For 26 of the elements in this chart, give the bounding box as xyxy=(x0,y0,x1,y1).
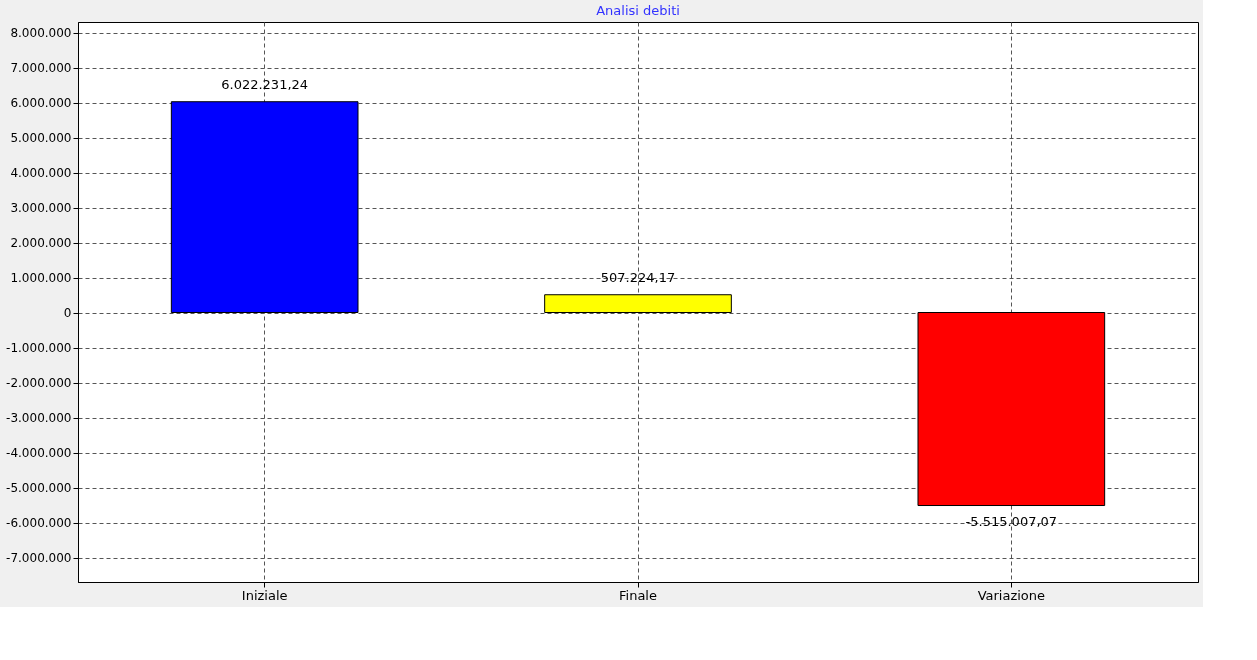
data-label: 507.224,17 xyxy=(600,269,676,285)
y-tick-label: 1.000.000 xyxy=(10,271,72,285)
bar xyxy=(544,294,732,313)
y-tick-label: -1.000.000 xyxy=(6,341,72,355)
y-tick-label: 2.000.000 xyxy=(10,236,72,250)
y-tick-label: -2.000.000 xyxy=(6,376,72,390)
x-tick-label: Variazione xyxy=(977,587,1046,603)
x-tick-label: Iniziale xyxy=(241,587,288,603)
y-tick-label: 5.000.000 xyxy=(10,131,72,145)
y-tick-label: -7.000.000 xyxy=(6,551,72,565)
y-tick-label: 3.000.000 xyxy=(10,201,72,215)
x-tick-label: Finale xyxy=(619,587,657,603)
y-tick-label: 8.000.000 xyxy=(10,26,72,40)
bar xyxy=(170,101,359,313)
data-label: -5.515.007,07 xyxy=(965,513,1058,529)
bar xyxy=(917,312,1106,507)
y-tick-label: -4.000.000 xyxy=(6,446,72,460)
y-tick-label: -5.000.000 xyxy=(6,481,72,495)
y-tick-label: 4.000.000 xyxy=(10,166,72,180)
y-tick-label: -3.000.000 xyxy=(6,411,72,425)
data-label: 6.022.231,24 xyxy=(221,76,309,92)
y-tick-label: -6.000.000 xyxy=(6,516,72,530)
y-tick-label: 6.000.000 xyxy=(10,96,72,110)
y-tick-label: 7.000.000 xyxy=(10,61,72,75)
chart-title: Analisi debiti xyxy=(596,3,680,18)
y-tick-label: 0 xyxy=(63,306,72,320)
